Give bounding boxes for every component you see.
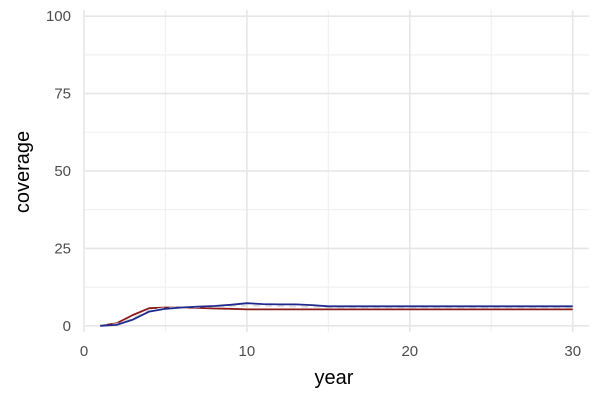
gridlines — [83, 10, 589, 332]
y-tick-label: 0 — [63, 318, 71, 335]
x-axis-ticks: 0 10 20 30 — [80, 343, 581, 360]
series-layer — [100, 302, 573, 327]
x-tick-label: 10 — [239, 343, 256, 360]
series-line-1 — [100, 306, 573, 327]
x-axis-title: year — [315, 367, 354, 389]
y-axis-title: coverage — [12, 131, 34, 213]
x-tick-label: 30 — [564, 343, 581, 360]
series-line-3 — [100, 302, 573, 327]
y-tick-label: 25 — [54, 240, 71, 257]
x-tick-label: 20 — [401, 343, 418, 360]
y-tick-label: 75 — [54, 86, 71, 103]
series-line-2 — [100, 304, 573, 327]
y-tick-label: 50 — [54, 163, 71, 180]
x-tick-label: 0 — [80, 343, 88, 360]
y-axis-ticks: 0 25 50 75 100 — [46, 8, 71, 335]
y-tick-label: 100 — [46, 8, 71, 25]
